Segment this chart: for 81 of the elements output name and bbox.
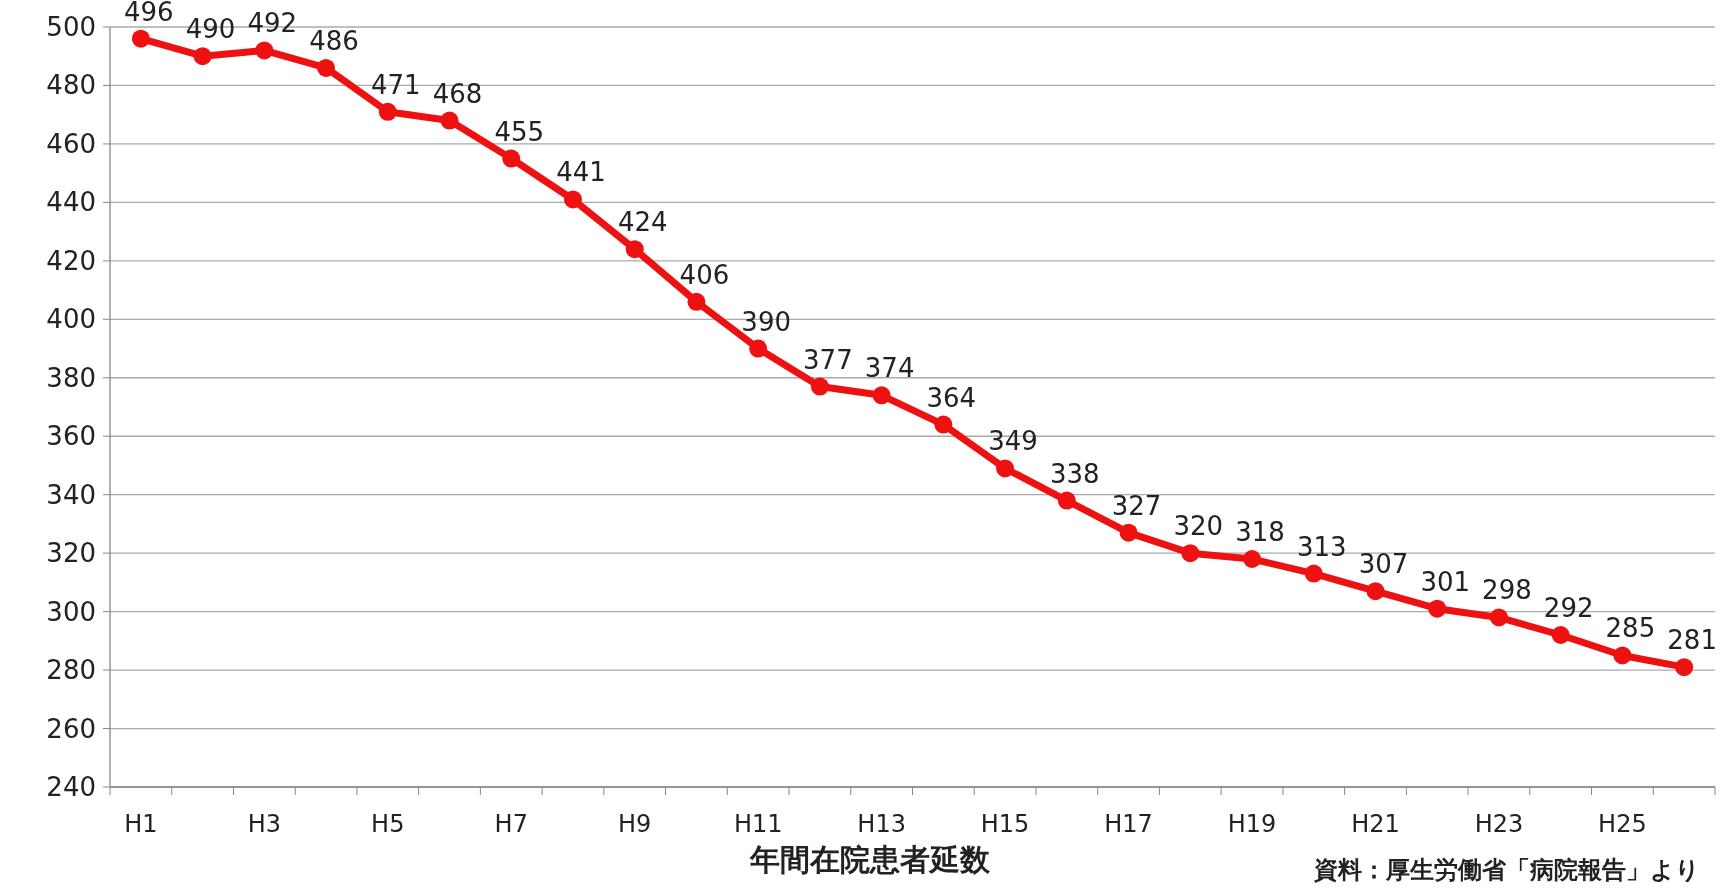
point — [193, 47, 212, 66]
data-label: 349 — [988, 426, 1038, 457]
point — [378, 102, 397, 121]
point — [1551, 626, 1570, 644]
y-tick-label: 380 — [46, 362, 96, 393]
text: 年間在院患者延数 — [749, 842, 991, 877]
data-label: 496 — [124, 0, 174, 27]
x-tick-label: H5 — [371, 810, 405, 838]
data-label: 313 — [1296, 531, 1347, 562]
data-label: 338 — [1050, 458, 1100, 489]
x-tick-label: H1 — [124, 810, 158, 838]
data-label: 441 — [556, 157, 606, 188]
x-tick-label: H13 — [857, 810, 906, 838]
point — [1119, 523, 1138, 542]
y-tick-label: 480 — [46, 70, 96, 101]
point — [1243, 550, 1262, 568]
point — [1366, 582, 1385, 601]
data-label: 377 — [803, 344, 853, 375]
data-label: 390 — [741, 306, 791, 337]
data-label: 364 — [926, 382, 977, 413]
y-tick-label: 420 — [46, 245, 96, 276]
point — [749, 339, 768, 358]
x-tick-label: H21 — [1351, 810, 1400, 838]
data-label: 307 — [1358, 549, 1409, 580]
data-label: 318 — [1235, 517, 1285, 547]
y-tick-label: 460 — [46, 128, 96, 159]
x-tick-label: H25 — [1598, 810, 1647, 838]
x-tick-label: H3 — [247, 810, 281, 838]
y-tick-label: 320 — [46, 538, 96, 569]
data-label: 486 — [309, 25, 359, 56]
y-tick-label: 340 — [46, 479, 96, 510]
point — [687, 292, 706, 311]
x-tick-label: H17 — [1104, 810, 1153, 838]
y-tick-label: 300 — [46, 596, 96, 627]
point — [317, 58, 336, 77]
point — [1613, 646, 1632, 665]
data-label: 374 — [864, 353, 915, 384]
x-tick-label: H15 — [980, 810, 1030, 838]
data-label: 292 — [1543, 593, 1594, 623]
point — [1489, 608, 1508, 627]
data-label: 492 — [247, 8, 298, 39]
data-label: 281 — [1667, 625, 1717, 656]
data-label: 285 — [1605, 613, 1656, 644]
x-tick-label: H19 — [1227, 810, 1277, 838]
point — [934, 415, 953, 434]
point — [255, 41, 274, 60]
data-label: 298 — [1482, 575, 1532, 606]
data-label: 424 — [617, 207, 668, 238]
y-tick-label: 260 — [46, 713, 96, 744]
point — [440, 111, 459, 130]
data-label: 490 — [185, 14, 236, 45]
x-tick-label: H11 — [733, 810, 783, 838]
point — [625, 240, 644, 259]
y-tick-label: 280 — [46, 655, 96, 686]
x-tick-label: H9 — [618, 810, 652, 838]
point — [131, 29, 150, 48]
point — [872, 386, 891, 405]
point — [996, 459, 1015, 478]
y-tick-label: 440 — [46, 187, 96, 218]
data-label: 468 — [432, 78, 483, 109]
text: 資料：厚生労働省「病院報告」より — [1313, 856, 1700, 884]
data-label: 455 — [494, 116, 545, 147]
data-label: 320 — [1173, 511, 1224, 542]
data-label: 406 — [679, 259, 730, 290]
x-tick-label: H23 — [1474, 810, 1524, 838]
y-tick-label: 400 — [46, 304, 96, 335]
point — [1304, 564, 1323, 583]
y-tick-label: 360 — [46, 421, 96, 452]
y-tick-label: 500 — [46, 12, 96, 42]
point — [1181, 544, 1200, 563]
point — [563, 190, 582, 209]
point — [1428, 599, 1447, 618]
point — [810, 377, 829, 396]
data-label: 301 — [1420, 566, 1471, 597]
data-label: 327 — [1111, 490, 1162, 521]
point — [1675, 658, 1694, 677]
data-label: 471 — [370, 69, 421, 100]
point — [502, 149, 521, 168]
y-tick-label: 240 — [46, 772, 96, 802]
x-tick-label: H7 — [494, 810, 528, 838]
point — [1057, 491, 1076, 510]
